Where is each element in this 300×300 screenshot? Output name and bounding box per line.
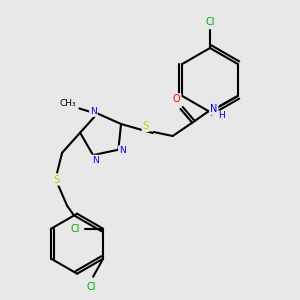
Text: Cl: Cl (70, 224, 80, 234)
Text: N: N (119, 146, 126, 155)
Text: N: N (90, 107, 97, 116)
Text: O: O (173, 94, 181, 104)
Text: Cl: Cl (205, 17, 215, 27)
Text: H: H (218, 112, 225, 121)
Text: Cl: Cl (86, 282, 96, 292)
Text: S: S (53, 175, 59, 185)
Text: S: S (143, 121, 149, 131)
Text: CH₃: CH₃ (59, 99, 76, 108)
Text: N: N (92, 156, 98, 165)
Text: N: N (210, 104, 218, 114)
